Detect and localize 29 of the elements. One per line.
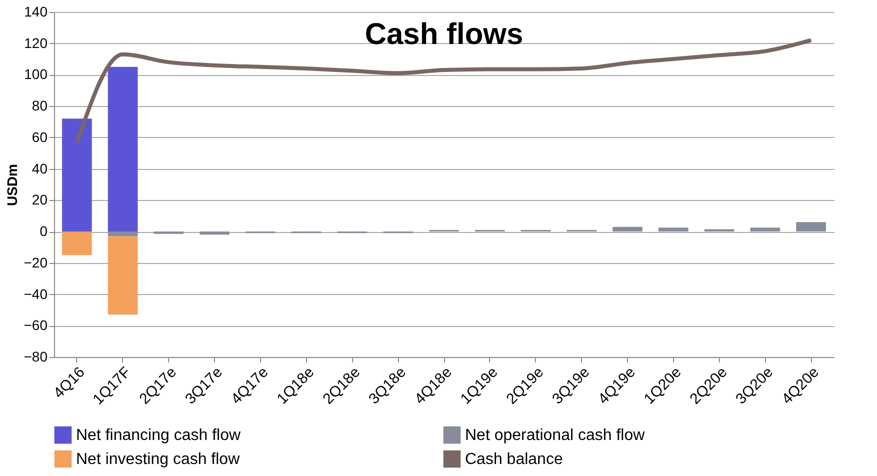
bar <box>796 222 826 232</box>
y-axis-title: USDm <box>4 164 20 206</box>
y-tick-label: 140 <box>24 4 48 20</box>
bar <box>200 232 230 235</box>
legend-label: Net operational cash flow <box>465 427 646 444</box>
legend-label: Net financing cash flow <box>76 427 241 444</box>
y-tick-label: 80 <box>32 98 48 114</box>
y-tick-label: 20 <box>32 192 48 208</box>
bar <box>658 228 688 232</box>
y-tick-label: 40 <box>32 160 48 176</box>
bar <box>62 118 92 232</box>
bar <box>108 232 138 236</box>
y-tick-label: −40 <box>24 286 48 302</box>
bar <box>108 236 138 315</box>
legend-label: Net investing cash flow <box>76 451 240 468</box>
y-tick-label: −80 <box>24 348 48 364</box>
legend-label: Cash balance <box>465 451 563 468</box>
y-tick-label: 100 <box>24 66 48 82</box>
y-tick-label: 60 <box>32 128 48 145</box>
bar <box>108 66 138 232</box>
chart-title: Cash flows <box>364 18 524 51</box>
y-tick-label: 120 <box>24 34 48 51</box>
y-tick-label: 0 <box>40 223 48 240</box>
y-tick-label: −60 <box>24 317 48 334</box>
bar <box>62 232 92 256</box>
bar <box>750 228 780 232</box>
bar <box>612 226 642 232</box>
y-tick-label: −20 <box>24 254 48 270</box>
bar <box>704 229 734 232</box>
